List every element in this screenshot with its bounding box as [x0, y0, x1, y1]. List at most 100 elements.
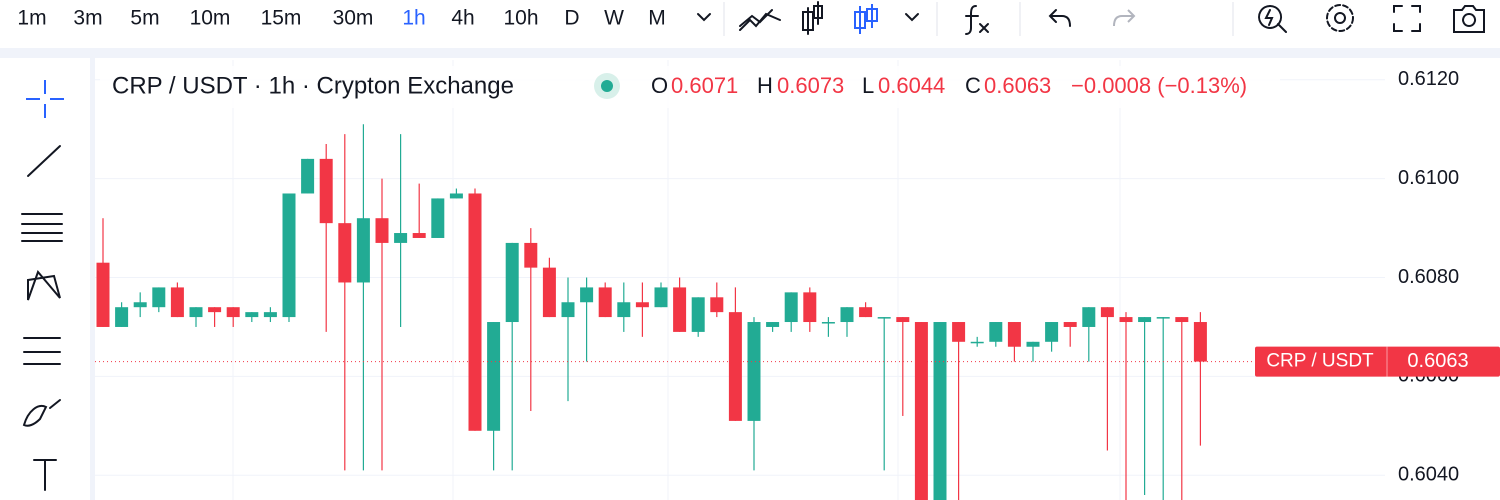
candle-body: [710, 297, 724, 313]
symbol-title: CRP / USDT · 1h · Crypton Exchange: [112, 72, 514, 99]
legend-bg: [100, 66, 1280, 108]
candle-body: [1193, 322, 1207, 362]
candle-body: [673, 287, 687, 332]
close-label: C: [965, 73, 981, 98]
candle-style-icon[interactable]: [854, 4, 878, 34]
redo-icon[interactable]: [1113, 9, 1136, 27]
timeframe-button[interactable]: M: [648, 7, 666, 30]
candle-body: [970, 341, 984, 344]
candle-body: [840, 307, 854, 323]
pattern-tool[interactable]: [27, 270, 61, 301]
candle-body: [152, 287, 166, 308]
candle-body: [468, 193, 482, 431]
price-tick-label: 0.6100: [1398, 167, 1459, 189]
candle-body: [431, 198, 445, 238]
high-label: H: [757, 73, 773, 98]
status-dot[interactable]: [601, 80, 613, 92]
toolbar-separator: [0, 48, 1500, 58]
candle-body: [654, 287, 668, 308]
text-tool[interactable]: [33, 459, 57, 491]
candle-body: [952, 322, 966, 342]
fullscreen-icon[interactable]: [1393, 5, 1421, 32]
candle-body: [691, 297, 705, 332]
alert-icon[interactable]: [1258, 5, 1287, 33]
line-chart-icon[interactable]: [739, 9, 781, 31]
crosshair-tool[interactable]: [26, 80, 64, 118]
settings-icon[interactable]: [1334, 12, 1346, 24]
candle-body: [189, 307, 203, 318]
timeframe-button[interactable]: 30m: [333, 7, 374, 30]
candle-body: [356, 218, 370, 283]
candle-body: [1138, 317, 1152, 323]
more-styles[interactable]: [905, 13, 919, 22]
candle-body: [1063, 322, 1077, 327]
candle-body: [319, 158, 333, 224]
screenshot-icon[interactable]: [1453, 5, 1485, 33]
open-label: O: [651, 73, 668, 98]
open-value: 0.6071: [671, 73, 738, 98]
price-tick-label: 0.6080: [1398, 266, 1459, 288]
low-label: L: [862, 73, 874, 98]
bar-style-icon[interactable]: [802, 1, 823, 35]
candle-body: [896, 317, 910, 323]
candle-body: [208, 307, 222, 313]
timeframe-button[interactable]: 15m: [261, 7, 302, 30]
timeframe-button[interactable]: 1m: [17, 7, 46, 30]
candle-body: [598, 287, 612, 318]
candle-body: [877, 317, 891, 319]
candle-body: [282, 193, 296, 318]
candle-body: [505, 242, 519, 323]
sidebar-separator: [90, 58, 95, 500]
candle-body: [449, 193, 463, 199]
low-value: 0.6044: [878, 73, 945, 98]
more-intervals[interactable]: [697, 13, 711, 22]
timeframe-button[interactable]: 3m: [73, 7, 102, 30]
candle-body: [617, 302, 631, 318]
candle-body: [914, 322, 928, 500]
candle-body: [245, 312, 259, 318]
candle-body: [989, 322, 1003, 342]
timeframe-button[interactable]: 10h: [503, 7, 538, 30]
last-price-tag-bg: [1255, 346, 1500, 377]
undo-icon[interactable]: [1048, 9, 1071, 27]
timeframe-button[interactable]: D: [564, 7, 579, 30]
candle-body: [821, 322, 835, 324]
candle-body: [1175, 317, 1189, 323]
candle-body: [170, 287, 184, 318]
timeframe-button[interactable]: 5m: [130, 7, 159, 30]
tag-price: 0.6063: [1407, 350, 1468, 372]
close-value: 0.6063: [984, 73, 1051, 98]
candle-body: [1156, 317, 1170, 319]
price-tick-label: 0.6040: [1398, 464, 1459, 486]
indicators-icon[interactable]: [965, 5, 989, 35]
candle-body: [301, 158, 315, 194]
candle-body: [487, 322, 501, 431]
toolbar: 1m 3m 5m 10m 15m 30m 1h 4h 10h D W M: [17, 7, 665, 30]
trend-line-tool[interactable]: [27, 145, 61, 177]
candle-body: [1100, 307, 1114, 318]
candle-body: [561, 302, 575, 318]
candle-body: [766, 322, 780, 327]
candle-body: [859, 307, 873, 318]
timeframe-button[interactable]: 10m: [190, 7, 231, 30]
candle-body: [1082, 307, 1096, 327]
candle-body: [803, 292, 817, 323]
prediction-tool[interactable]: [23, 337, 61, 365]
candle-body: [1045, 322, 1059, 342]
candle-body: [784, 292, 798, 323]
fib-tool[interactable]: [21, 213, 63, 242]
settings-gear: [1326, 4, 1354, 32]
candle-body: [542, 267, 556, 318]
time-grid: [232, 60, 1121, 500]
timeframe-button[interactable]: W: [604, 7, 624, 30]
price-tick-label: 0.6120: [1398, 68, 1459, 90]
candle-body: [1007, 322, 1021, 347]
tag-symbol: CRP / USDT: [1266, 351, 1374, 372]
timeframe-button[interactable]: 4h: [451, 7, 474, 30]
timeframe-button[interactable]: 1h: [402, 7, 425, 30]
candle-body: [263, 312, 277, 318]
brush-tool[interactable]: [22, 399, 61, 427]
candle-body: [728, 312, 742, 421]
